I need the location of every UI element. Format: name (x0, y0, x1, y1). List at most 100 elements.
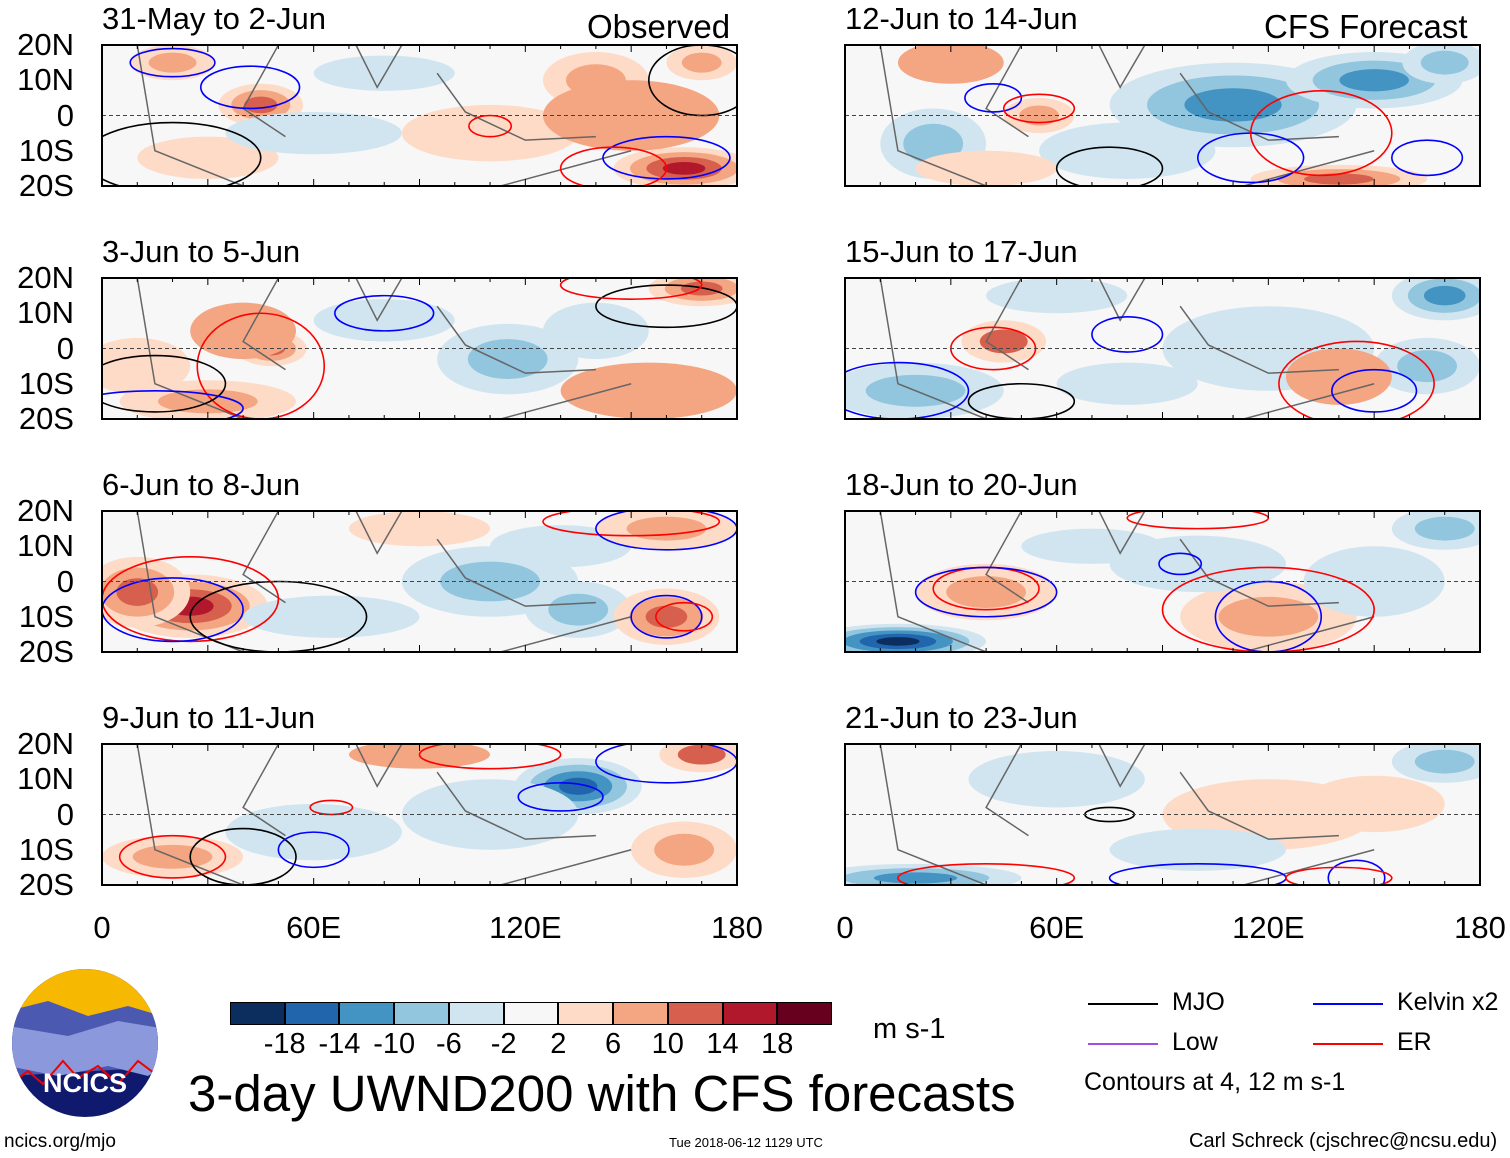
contour-er (309, 799, 354, 816)
legend-label: Kelvin x2 (1397, 988, 1499, 1016)
wind-anomaly-region (1423, 285, 1466, 306)
lon-label: 180 (711, 910, 763, 945)
contour-kelvin (964, 82, 1023, 113)
lat-label: 20N (17, 493, 74, 528)
contour-kelvin (102, 577, 244, 643)
wind-anomaly-region (313, 299, 455, 342)
lat-label: 0 (56, 97, 74, 133)
credit: Carl Schreck (cjschrec@ncsu.edu) (1189, 1130, 1498, 1152)
contour-mjo (1055, 146, 1164, 186)
colorbar-label: 10 (651, 1028, 684, 1060)
legend-line (1088, 1003, 1158, 1005)
map-panel (101, 44, 738, 187)
map-panel (844, 44, 1481, 187)
wind-anomaly-region (1021, 528, 1163, 564)
colorbar-label: -6 (436, 1028, 462, 1060)
site-link[interactable]: ncics.org/mjo (4, 1131, 116, 1152)
contour-er (102, 556, 280, 643)
coastline (879, 45, 1375, 186)
lon-label: 0 (93, 910, 111, 945)
map-panel (844, 743, 1481, 886)
coastline (879, 744, 1375, 885)
panel-title: 3-Jun to 5-Jun (102, 234, 301, 269)
contour-mjo (648, 45, 737, 117)
lat-label: 10S (18, 365, 74, 401)
map-panel (101, 510, 738, 653)
lat-label: 20N (17, 27, 74, 62)
wind-anomaly-region (102, 337, 191, 395)
wind-anomaly-region (979, 329, 1028, 354)
units-label: m s-1 (873, 1013, 946, 1045)
panel-title: 31-May to 2-Jun (102, 1, 326, 36)
wind-anomaly-region (1019, 105, 1059, 126)
lat-label: 20N (17, 260, 74, 295)
wind-anomaly-region (968, 751, 1145, 808)
contour-note: Contours at 4, 12 m s-1 (1084, 1068, 1346, 1096)
wind-anomaly-region (986, 278, 1128, 314)
lat-label: 10N (17, 761, 74, 797)
colorbar-swatch (613, 1002, 668, 1025)
lat-label: 10N (17, 528, 74, 564)
contour-kelvin (1391, 139, 1464, 177)
wind-anomaly-region (897, 45, 1004, 84)
coastline (136, 278, 632, 419)
contour-kelvin (595, 511, 737, 551)
contour-kelvin (334, 294, 435, 332)
wind-anomaly-region (645, 605, 688, 628)
contour-er (118, 834, 227, 879)
wind-anomaly-region (1056, 362, 1198, 405)
legend-label: ER (1397, 1028, 1432, 1056)
map-panel (101, 277, 738, 420)
wind-anomaly-region (876, 637, 920, 646)
contour-kelvin (1327, 859, 1386, 885)
contour-kelvin (277, 831, 350, 869)
wind-anomaly-region (1184, 88, 1282, 122)
coastline (136, 511, 632, 652)
contour-kelvin (914, 566, 1058, 618)
lat-label: 0 (56, 796, 74, 832)
legend-label: MJO (1172, 988, 1225, 1016)
contour-er (1126, 511, 1270, 530)
wind-anomaly-region (873, 872, 958, 884)
contour-kelvin (1158, 552, 1203, 576)
lat-label: 10S (18, 831, 74, 867)
lat-label: 20N (17, 726, 74, 761)
wind-anomaly-region (1303, 775, 1445, 833)
panel-title: 12-Jun to 14-Jun (845, 1, 1078, 36)
wind-anomaly-region (1339, 69, 1409, 92)
lon-label: 120E (489, 910, 562, 945)
wind-anomaly-region (1420, 50, 1469, 75)
colorbar-label: -2 (490, 1028, 517, 1060)
wind-anomaly-region (654, 833, 714, 866)
wind-anomaly-region (1039, 122, 1216, 179)
contour-er (655, 601, 714, 632)
contour-er (1278, 340, 1435, 419)
wind-anomaly-region (348, 511, 491, 547)
colorbar-label: -14 (318, 1028, 361, 1060)
colorbar-swatch (722, 1002, 778, 1025)
logo-text: NCICS (43, 1068, 127, 1098)
wind-anomaly-region (548, 593, 609, 626)
colorbar-label: 18 (761, 1028, 794, 1060)
lon-label: 60E (286, 910, 342, 945)
contour-er (196, 312, 326, 419)
lon-label: 180 (1454, 910, 1506, 945)
forecast-label: CFS Forecast (1264, 8, 1468, 45)
contour-er (1161, 566, 1375, 652)
colorbar-label: 14 (706, 1028, 739, 1060)
lat-label: 20S (18, 168, 74, 203)
wind-anomaly-region (681, 52, 722, 73)
contour-kelvin (199, 65, 301, 110)
wind-anomaly-region (313, 55, 455, 91)
colorbar-swatch (558, 1002, 614, 1025)
wind-anomaly-region (148, 52, 197, 73)
colorbar-label: 6 (605, 1028, 622, 1060)
contour-er (542, 511, 721, 537)
legend-line (1088, 1043, 1158, 1045)
legend-line (1313, 1043, 1383, 1045)
wind-anomaly-region (190, 302, 297, 360)
lon-label: 120E (1232, 910, 1305, 945)
wind-anomaly-region (560, 362, 737, 419)
